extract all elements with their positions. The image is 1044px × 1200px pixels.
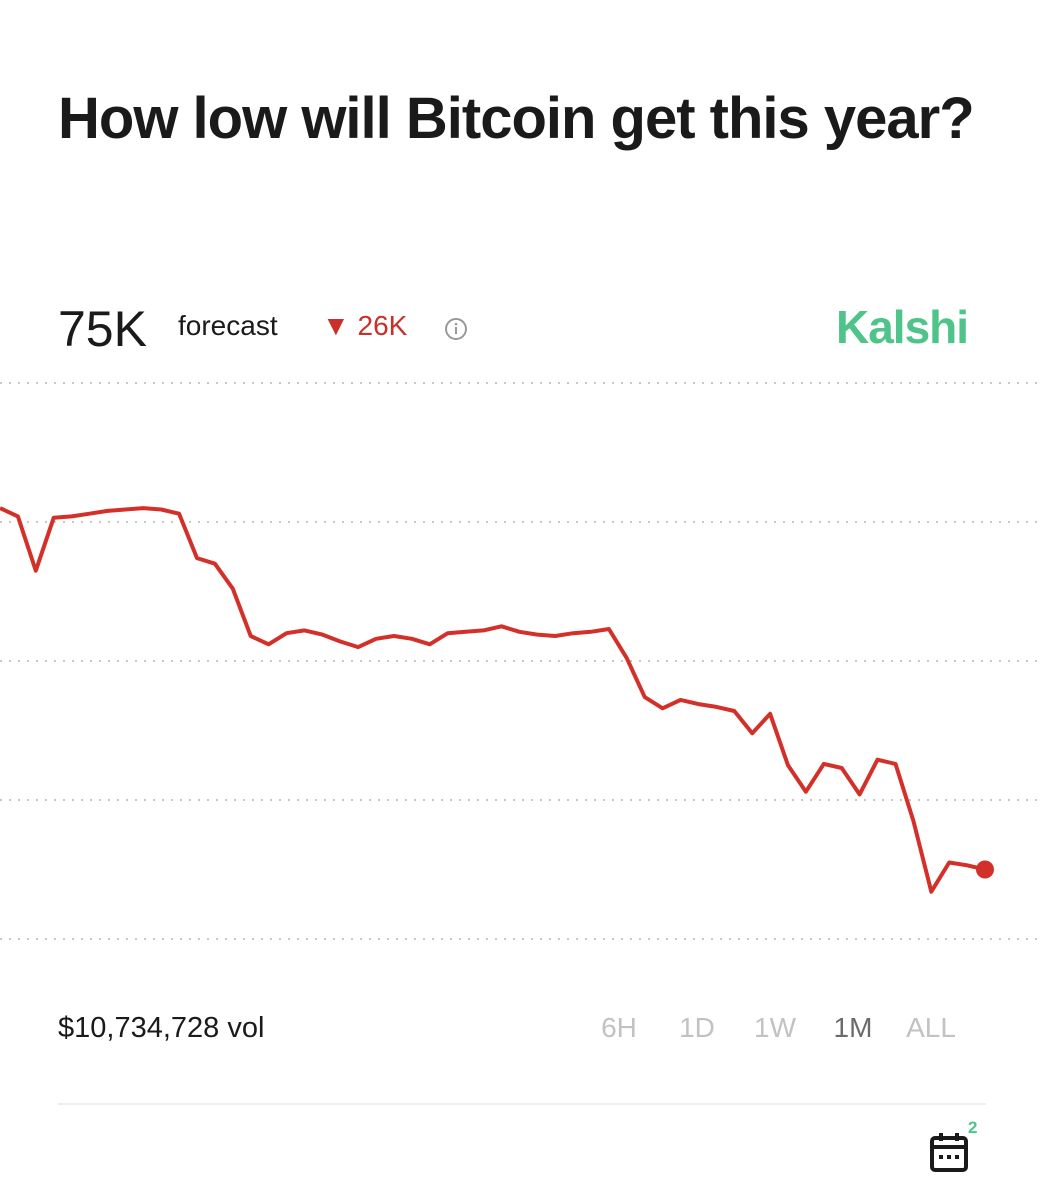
change-value: 26K <box>357 310 408 341</box>
price-line <box>0 506 986 894</box>
forecast-label: forecast <box>178 310 278 341</box>
range-button[interactable]: 1M <box>833 1012 873 1043</box>
divider <box>58 1103 986 1105</box>
range-selector: 6H 1D 1W 1M ALL <box>580 1012 970 1044</box>
calendar-icon[interactable] <box>928 1130 972 1174</box>
brand: Kalshi <box>836 301 969 353</box>
info-icon[interactable] <box>444 317 468 341</box>
change: ▼ 26K <box>322 310 407 342</box>
forecast-value: 75K <box>58 301 147 357</box>
range-button[interactable]: 1D <box>679 1012 715 1043</box>
last-point <box>976 860 994 879</box>
range-button[interactable]: 1W <box>754 1012 796 1043</box>
range-button[interactable]: 6H <box>601 1012 637 1043</box>
volume: $10,734,728 vol <box>58 1012 265 1044</box>
badge: 2 <box>968 1118 978 1137</box>
down-arrow: ▼ <box>322 310 358 341</box>
range-button[interactable]: ALL <box>906 1012 956 1043</box>
title: How low will Bitcoin get this year? <box>58 86 975 151</box>
chart <box>0 382 1044 940</box>
